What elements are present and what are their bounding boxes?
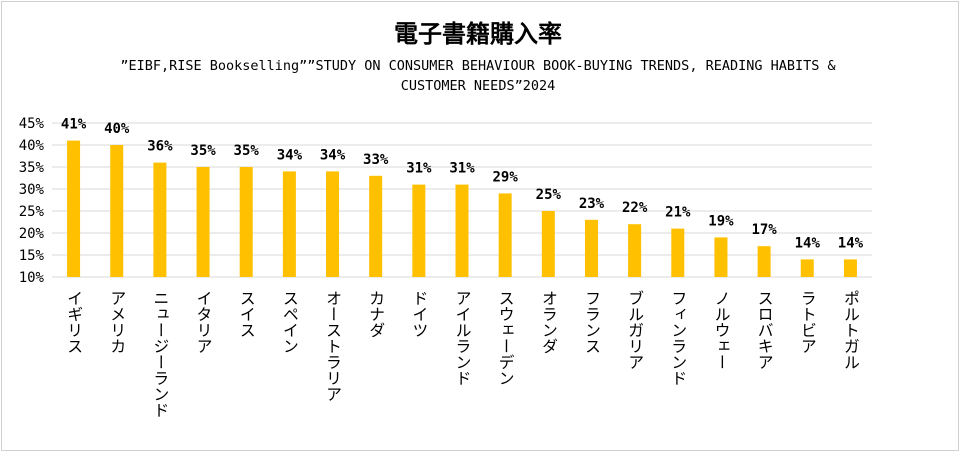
data-label: 35% [190,143,216,159]
bar [239,167,253,277]
category-label: スウェーデン [496,290,515,386]
y-tick-label: 25% [19,204,45,220]
bar [714,237,728,277]
bar [541,211,555,277]
bar [369,175,383,277]
category-label: カナダ [366,290,385,338]
data-label: 21% [665,205,691,221]
y-tick-label: 45% [19,116,45,132]
y-tick-label: 30% [19,182,45,198]
data-label: 34% [277,147,303,163]
data-label: 31% [406,161,432,177]
y-tick-label: 20% [19,226,45,242]
data-label: 17% [751,222,777,238]
category-label: ポルトガル [841,290,860,370]
bar [671,228,685,277]
chart-title: 電子書籍購入率 [394,20,562,48]
y-axis: 10% 15% 20% 25% 30% 35% 40% 45% [19,116,45,286]
bar [110,145,124,277]
category-label: フィンランド [668,290,687,386]
data-label: 41% [61,117,87,133]
bar [67,140,81,277]
category-label: オーストラリア [323,290,342,402]
category-label: ドイツ [409,290,428,338]
category-label: スペイン [280,290,299,354]
category-label: イギリス [64,290,83,354]
data-label: 34% [320,147,346,163]
data-label: 14% [795,235,821,251]
data-label: 22% [622,200,648,216]
bar [326,171,340,277]
category-label: オランダ [539,290,558,354]
y-tick-label: 10% [19,270,45,286]
data-label: 19% [708,213,734,229]
bar [843,259,857,277]
data-label: 40% [104,121,130,137]
category-label: アメリカ [107,290,126,354]
bar [800,259,814,277]
bar [498,193,512,277]
data-label: 36% [147,139,173,155]
bar [282,171,296,277]
data-label: 31% [449,161,475,177]
category-label: スイス [237,290,256,338]
data-label: 29% [493,169,519,185]
category-label: ノルウェー [711,290,730,370]
category-label: スロバキア [755,290,774,370]
bar [757,246,771,277]
y-tick-label: 15% [19,248,45,264]
y-tick-label: 40% [19,138,45,154]
bar [584,219,598,277]
data-labels: 41% 40% 36% 35% 35% 34% 34% 33% 31% 31% 29% 25% 23% 2… [61,117,864,252]
data-label: 14% [838,235,864,251]
y-tick-label: 35% [19,160,45,176]
data-label: 33% [363,152,389,168]
bar [153,162,167,277]
category-label: ブルガリア [625,290,644,370]
bar [455,184,469,277]
category-label: イタリア [194,290,213,354]
bar [196,167,210,277]
data-label: 23% [579,196,605,212]
category-label: フランス [582,290,601,354]
bar [412,184,426,277]
data-label: 35% [234,143,260,159]
data-label: 25% [536,187,562,203]
bars [67,140,857,277]
category-label: アイルランド [453,290,472,386]
category-label: ラトビア [798,290,817,354]
bar [628,224,642,277]
category-label: ニュージーランド [150,290,169,418]
chart-subtitle: ”EIBF,RISE Bookselling””STUDY ON CONSUME… [120,58,836,94]
category-labels: イギリス アメリカ ニュージーランド イタリア スイス スペイン オーストラリア カナダ ドイツ… [64,290,860,418]
